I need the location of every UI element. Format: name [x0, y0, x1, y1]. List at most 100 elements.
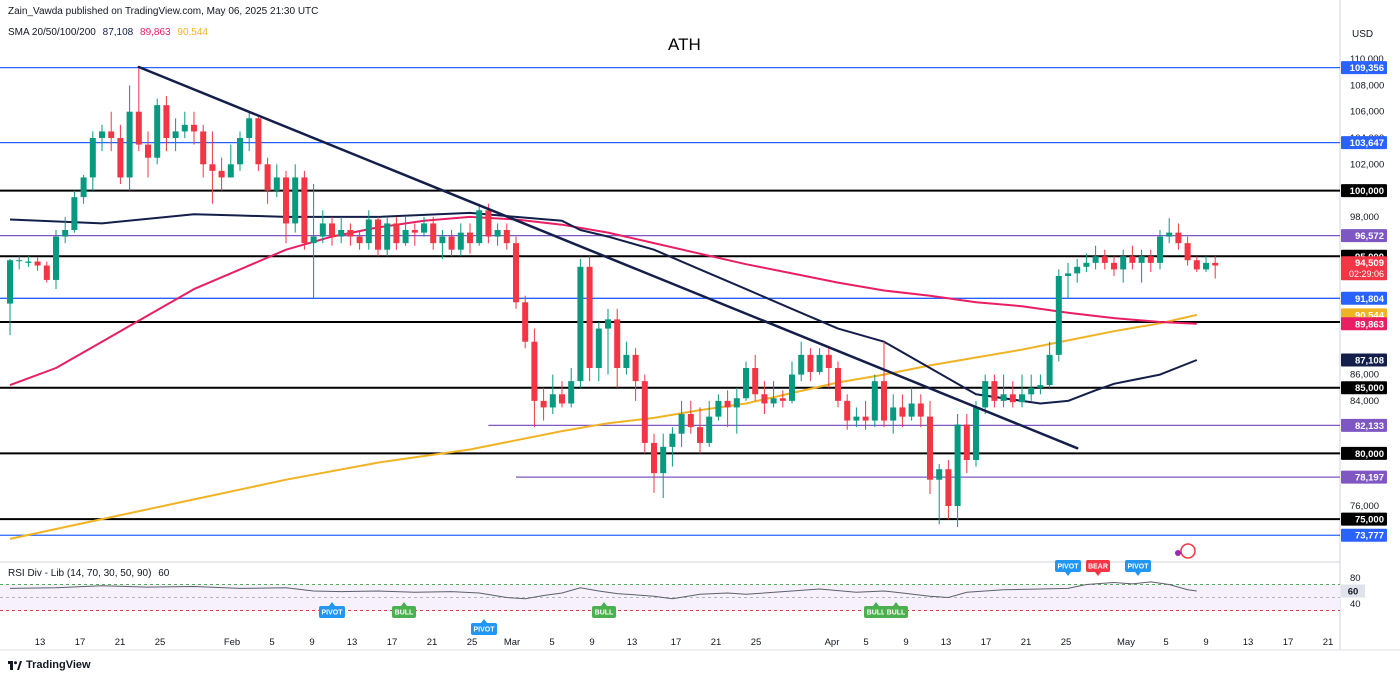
candle	[1055, 269, 1062, 362]
x-tick-label: 21	[1323, 637, 1334, 648]
x-tick-label: 25	[751, 637, 762, 648]
candle-body	[522, 302, 529, 342]
candle-body	[595, 328, 602, 368]
candle-body	[559, 394, 565, 404]
candle	[568, 368, 575, 408]
candle-body	[476, 210, 483, 244]
candle-body	[145, 144, 151, 158]
candle-body	[1055, 276, 1062, 355]
candle-body	[1120, 256, 1127, 270]
candle-body	[402, 230, 409, 244]
candle	[825, 348, 832, 388]
sma50-value: 89,863	[140, 27, 171, 38]
level-label: 75,000	[1355, 515, 1384, 526]
level-label: 91,804	[1355, 294, 1385, 305]
candle	[319, 210, 326, 244]
x-tick-label: Apr	[825, 637, 840, 648]
rsi-signal: PIVOT	[319, 602, 345, 618]
candle-body	[108, 131, 115, 138]
rsi-signal-label: BULL	[595, 610, 614, 617]
candle-body	[89, 138, 96, 178]
x-tick-label: 17	[1283, 637, 1294, 648]
rsi-signal-label: BEAR	[1088, 564, 1108, 571]
candle	[586, 256, 593, 382]
sma20-value: 87,108	[102, 27, 134, 38]
candle	[1157, 230, 1163, 270]
candle-body	[954, 424, 961, 506]
candle	[292, 164, 299, 233]
candle-body	[963, 424, 970, 460]
candle	[706, 400, 713, 447]
candle-body	[835, 368, 841, 401]
rsi-signal-box	[1055, 560, 1081, 572]
rsi-signal-label: BULL	[867, 610, 886, 617]
level-badge	[1341, 381, 1387, 395]
publisher-text: Zain_Vawda published on TradingView.com,…	[8, 6, 319, 17]
x-tick-label: May	[1117, 637, 1135, 648]
publisher-info: Zain_Vawda published on TradingView.com,…	[8, 6, 322, 17]
candle-body	[375, 219, 381, 250]
candle-body	[798, 354, 805, 375]
grid	[0, 0, 1400, 651]
candle	[954, 414, 961, 528]
candle	[154, 98, 161, 165]
candle-body	[439, 236, 446, 244]
candle	[632, 348, 639, 401]
rsi-tick-label: 40	[1350, 599, 1361, 610]
candle	[365, 210, 372, 250]
candle	[301, 170, 308, 250]
sma20-line	[9, 211, 1198, 405]
price-badge	[1341, 353, 1387, 367]
candle	[347, 223, 354, 246]
candle	[1129, 245, 1136, 270]
candle-body	[117, 138, 124, 178]
currency-label: USD	[1352, 29, 1374, 40]
candle	[191, 111, 197, 145]
rsi-signal-arrow	[481, 619, 487, 623]
candle	[43, 261, 50, 283]
candle	[522, 295, 529, 349]
y-tick-label: 110,000	[1350, 54, 1384, 65]
x-tick-label: 13	[347, 637, 358, 648]
x-tick-label: 5	[863, 637, 868, 648]
price-badge	[1341, 317, 1387, 331]
candle-body	[1028, 387, 1035, 395]
candles	[7, 67, 1219, 528]
rsi-signal-arrow	[329, 602, 335, 606]
candle-body	[485, 210, 492, 237]
candle	[99, 124, 105, 152]
rsi-signal-box	[592, 606, 616, 618]
candle	[1046, 341, 1053, 388]
candle-body	[62, 230, 69, 237]
rsi-signal-arrow	[601, 602, 607, 606]
candle	[577, 258, 584, 388]
candle	[770, 381, 777, 408]
rsi-signal-box	[864, 606, 888, 618]
candle-body	[1157, 236, 1163, 263]
candle-body	[614, 319, 621, 368]
candle-body	[126, 111, 133, 178]
candle-body	[172, 131, 179, 138]
candle-body	[34, 261, 41, 266]
candle-body	[531, 341, 538, 401]
tradingview-logo[interactable]: TradingView	[8, 659, 91, 671]
candle-body	[1184, 243, 1191, 261]
sma-legend[interactable]: SMA 20/50/100/200 87,108 89,863 90,544	[8, 27, 212, 38]
candle-body	[945, 469, 952, 506]
candle	[549, 374, 556, 414]
x-tick-label: 5	[1163, 637, 1168, 648]
x-tick-label: Mar	[504, 637, 520, 648]
candle	[34, 257, 41, 271]
candle	[264, 157, 271, 204]
rsi-tick-label: 80	[1350, 573, 1361, 584]
candle	[53, 230, 59, 290]
candle-body	[807, 354, 814, 372]
candle	[7, 258, 13, 336]
rsi-signal-label: BULL	[887, 610, 906, 617]
rsi-legend[interactable]: RSI Div - Lib (14, 70, 30, 50, 90) 60	[8, 568, 173, 579]
level-label: 103,647	[1350, 138, 1384, 149]
candle	[1212, 256, 1219, 279]
candle	[1092, 245, 1099, 270]
candle-body	[200, 131, 207, 165]
candle	[641, 374, 648, 454]
